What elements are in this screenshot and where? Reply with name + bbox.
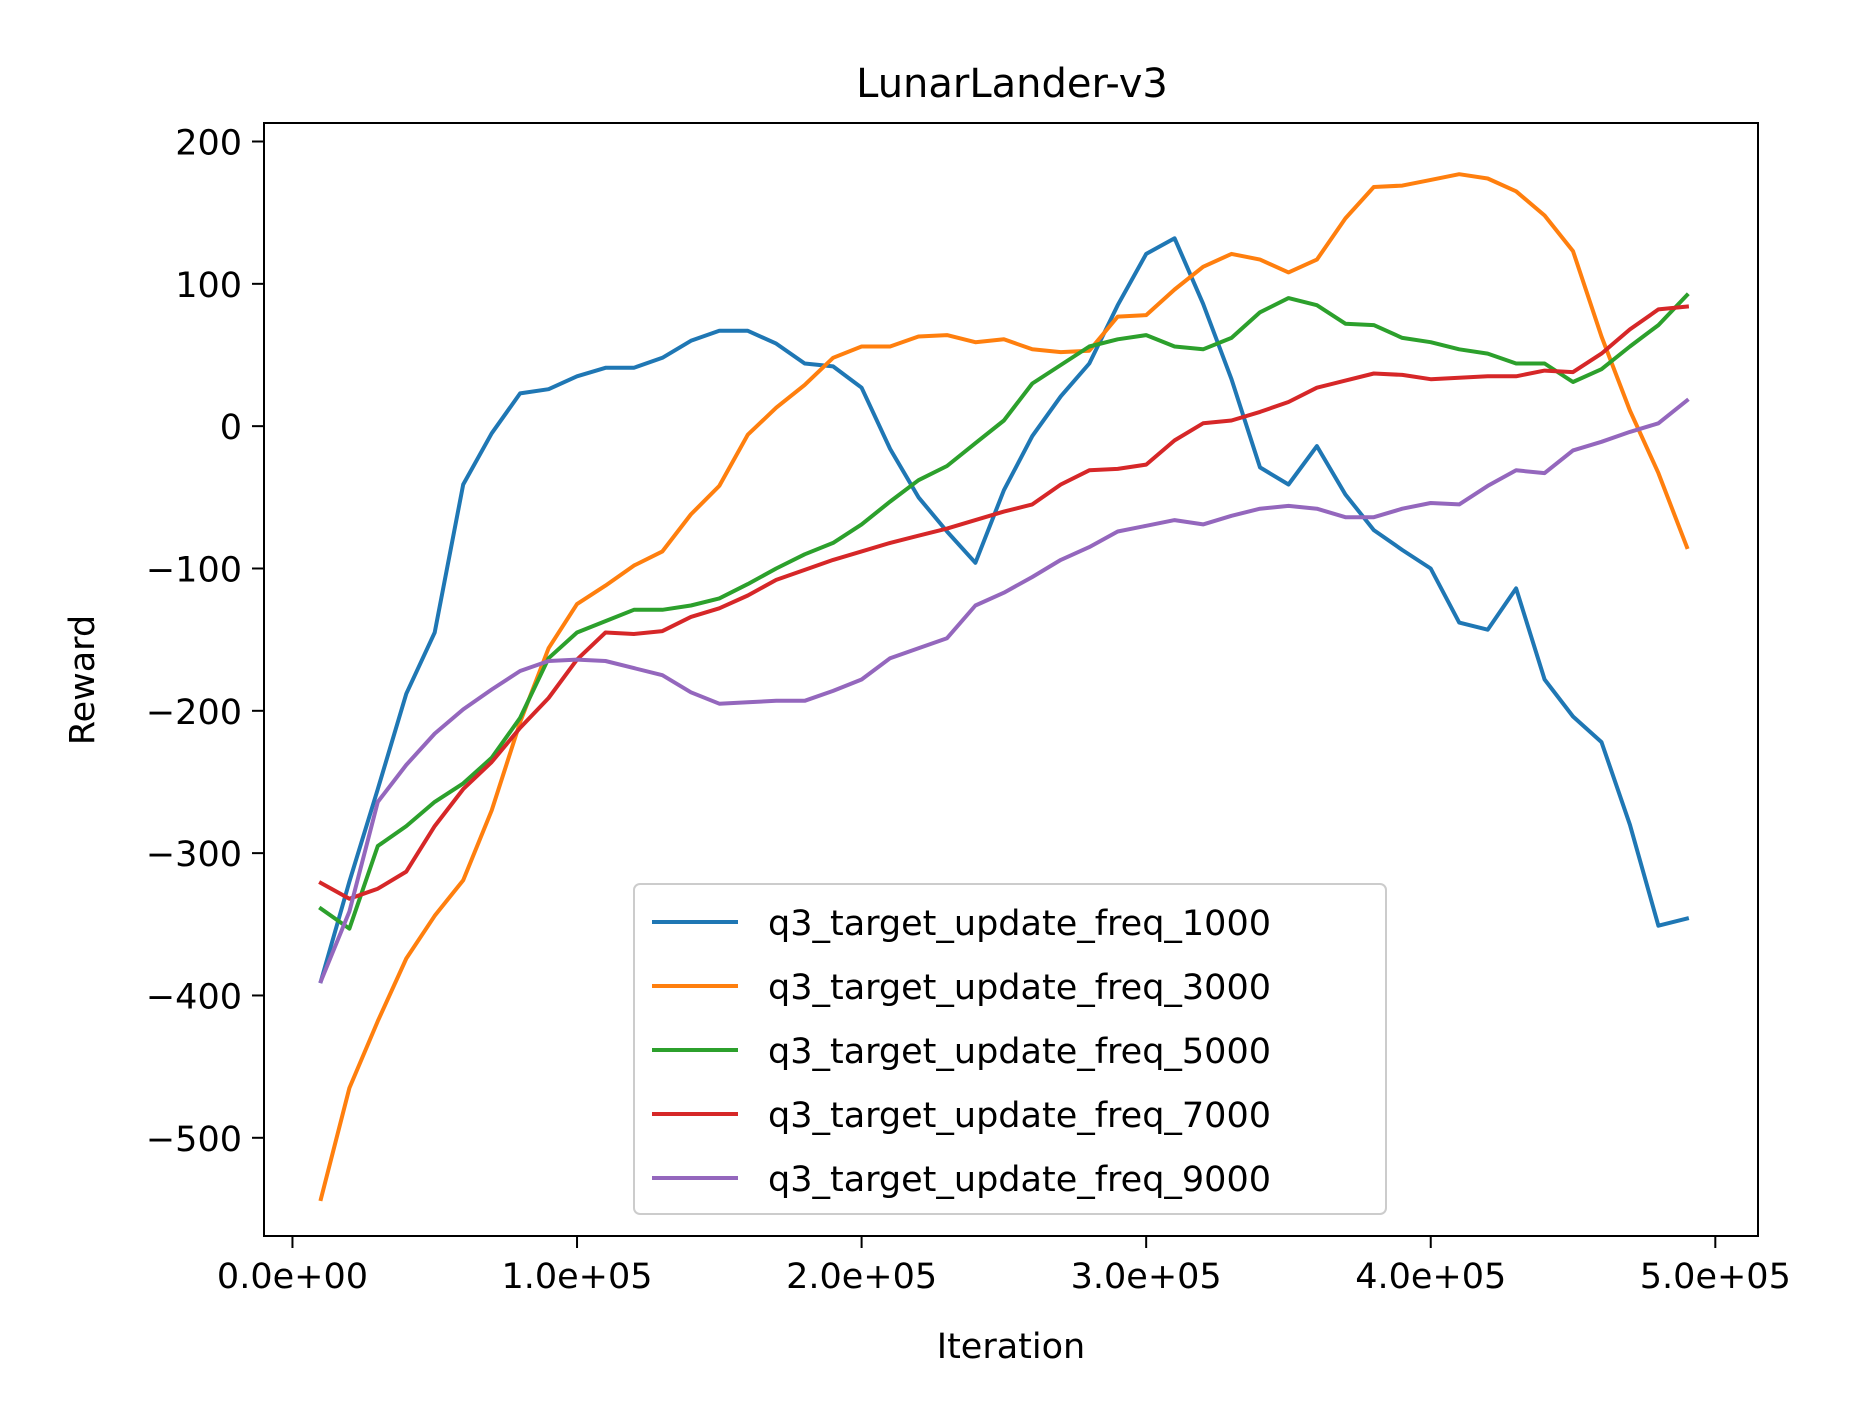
- x-tick-label: 4.0e+05: [1355, 1257, 1506, 1297]
- legend-entry: q3_target_update_freq_5000: [768, 1032, 1271, 1072]
- series-line-1: [318, 236, 1690, 984]
- legend-entry: q3_target_update_freq_3000: [768, 968, 1271, 1008]
- x-tick-label: 2.0e+05: [786, 1257, 937, 1297]
- y-tick-label: −100: [146, 550, 242, 590]
- series-line-4: [318, 304, 1690, 901]
- x-tick-label: 5.0e+05: [1640, 1257, 1791, 1297]
- x-tick-label: 0.0e+00: [217, 1257, 368, 1297]
- series-line-5: [318, 397, 1690, 984]
- y-tick-label: −200: [146, 693, 242, 733]
- chart-title: LunarLander-v3: [856, 61, 1168, 107]
- y-axis-label: Reward: [63, 615, 103, 745]
- y-tick-label: −300: [146, 835, 242, 875]
- y-tick-label: 200: [175, 124, 242, 164]
- legend-entry: q3_target_update_freq_1000: [768, 904, 1271, 944]
- legend-frame: [633, 883, 1387, 1215]
- legend: q3_target_update_freq_1000 q3_target_upda…: [633, 883, 1387, 1215]
- y-tick-label: 100: [175, 266, 242, 306]
- x-tick-label: 1.0e+05: [501, 1257, 652, 1297]
- series-line-3: [318, 292, 1690, 931]
- y-axis-ticks: 200 100 0 −100 −200 −300 −400 −500: [146, 124, 264, 1160]
- legend-entry: q3_target_update_freq_9000: [768, 1160, 1271, 1200]
- x-tick-label: 3.0e+05: [1071, 1257, 1222, 1297]
- x-axis-ticks: 0.0e+00 1.0e+05 2.0e+05 3.0e+05 4.0e+05 5.0e+…: [217, 1236, 1791, 1297]
- y-tick-label: 0: [220, 408, 242, 448]
- y-tick-label: −400: [146, 977, 242, 1017]
- series-lines: [318, 172, 1690, 1202]
- legend-entry: q3_target_update_freq_7000: [768, 1096, 1271, 1136]
- x-axis-label: Iteration: [937, 1327, 1085, 1367]
- series-line-2: [318, 172, 1690, 1202]
- plot-frame: [263, 122, 1759, 1237]
- y-tick-label: −500: [146, 1120, 242, 1160]
